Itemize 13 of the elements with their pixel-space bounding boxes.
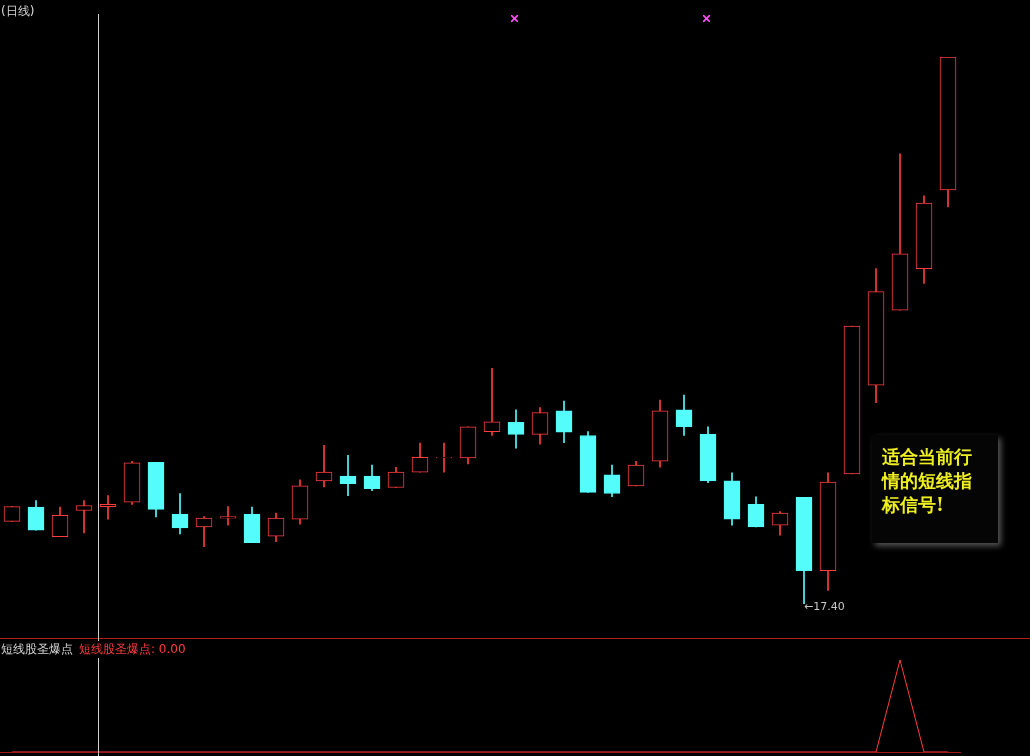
candlestick bbox=[219, 506, 237, 526]
annotation: 适合当前行情的短线指标信号! bbox=[872, 435, 998, 543]
candlestick bbox=[435, 442, 453, 473]
candlestick bbox=[315, 445, 333, 488]
candlestick bbox=[99, 495, 117, 520]
chart-title: 短线股圣爆点 bbox=[1, 642, 73, 656]
text: 短线股圣爆点 bbox=[79, 642, 151, 656]
annotation: ←17.40 bbox=[804, 599, 845, 613]
candlestick bbox=[483, 367, 501, 436]
text: : 0.00 bbox=[151, 642, 186, 656]
chart-title: (日线) bbox=[1, 4, 35, 18]
candlestick bbox=[339, 454, 357, 497]
candlestick bbox=[75, 500, 93, 534]
